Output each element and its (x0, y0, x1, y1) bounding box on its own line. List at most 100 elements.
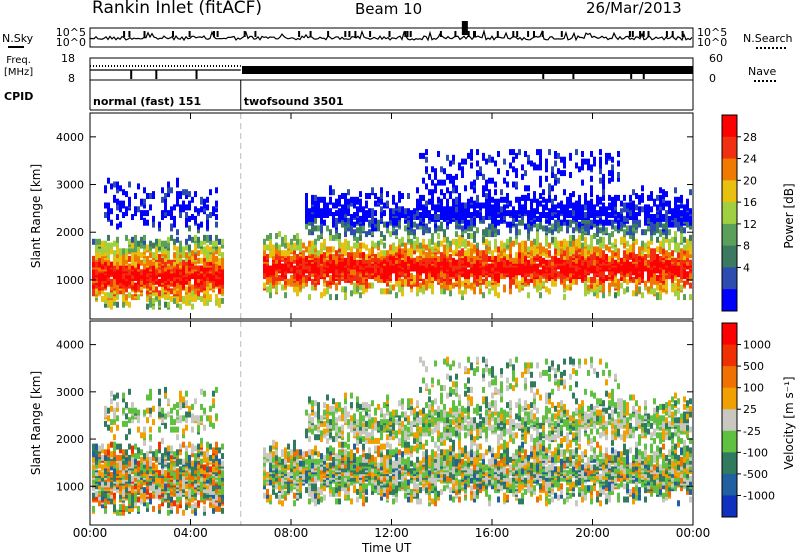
range-gate (113, 451, 116, 457)
range-gate (581, 267, 584, 273)
range-gate (653, 248, 656, 254)
range-gate (527, 246, 530, 252)
range-gate (530, 199, 533, 205)
range-gate (434, 183, 437, 189)
range-gate (425, 252, 428, 258)
range-gate (599, 168, 602, 174)
range-gate (143, 187, 146, 193)
range-gate (161, 453, 164, 459)
range-gate (686, 252, 689, 258)
range-gate (635, 204, 638, 210)
range-gate (593, 246, 596, 252)
range-gate (689, 208, 692, 214)
range-gate (554, 237, 557, 243)
colorbar-tick-label: 4 (743, 261, 750, 274)
range-gate (377, 269, 380, 275)
range-gate (473, 180, 476, 186)
range-gate (665, 229, 668, 235)
range-gate (653, 199, 656, 205)
noise-spike (244, 31, 246, 37)
range-gate (197, 250, 200, 256)
range-gate (221, 252, 224, 258)
range-gate (194, 216, 197, 222)
range-gate (575, 163, 578, 169)
range-gate (116, 199, 119, 205)
range-gate (119, 455, 122, 461)
range-gate (107, 425, 110, 431)
range-gate (152, 419, 155, 425)
range-gate (380, 267, 383, 273)
range-gate (164, 204, 167, 210)
range-gate (608, 170, 611, 176)
range-gate (344, 245, 347, 251)
range-gate (632, 277, 635, 283)
range-gate (437, 241, 440, 247)
range-gate (107, 210, 110, 216)
range-gate (209, 283, 212, 289)
range-gate (380, 206, 383, 212)
range-gate (221, 262, 224, 268)
range-gate (263, 256, 266, 262)
range-gate (479, 250, 482, 256)
range-gate (134, 241, 137, 247)
range-gate (137, 410, 140, 416)
range-gate (344, 294, 347, 300)
range-gate (131, 243, 134, 249)
range-gate (173, 204, 176, 210)
range-gate (119, 185, 122, 191)
range-gate (350, 269, 353, 275)
range-gate (467, 220, 470, 226)
range-gate (98, 446, 101, 452)
range-gate (134, 206, 137, 212)
range-gate (656, 260, 659, 266)
range-gate (656, 267, 659, 273)
range-gate (317, 235, 320, 241)
range-gate (341, 286, 344, 292)
range-gate (464, 185, 467, 191)
range-gate (206, 235, 209, 241)
range-gate (494, 239, 497, 245)
range-gate (647, 195, 650, 201)
range-gate (290, 239, 293, 245)
range-gate (317, 212, 320, 218)
range-gate (419, 283, 422, 289)
range-gate (659, 248, 662, 254)
range-gate (512, 182, 515, 188)
range-gate (542, 225, 545, 231)
range-gate (509, 227, 512, 233)
range-gate (683, 245, 686, 251)
range-gate (494, 161, 497, 167)
range-gate (608, 195, 611, 201)
range-gate (116, 415, 119, 421)
range-gate (497, 168, 500, 174)
range-gate (314, 208, 317, 214)
range-gate (287, 250, 290, 256)
range-gate (161, 483, 164, 489)
range-gate (413, 275, 416, 281)
range-gate (596, 246, 599, 252)
range-gate (179, 212, 182, 218)
range-gate (116, 214, 119, 220)
range-gate (182, 283, 185, 289)
range-gate (116, 302, 119, 308)
range-gate (296, 239, 299, 245)
range-gate (488, 195, 491, 201)
range-gate (680, 264, 683, 270)
range-gate (134, 246, 137, 252)
range-gate (503, 204, 506, 210)
range-gate (587, 212, 590, 218)
range-gate (395, 203, 398, 209)
range-gate (506, 222, 509, 228)
range-gate (446, 204, 449, 210)
range-gate (617, 195, 620, 201)
range-gate (533, 239, 536, 245)
range-gate (110, 406, 113, 412)
range-gate (503, 210, 506, 216)
range-gate (326, 225, 329, 231)
freq-band (242, 66, 693, 74)
range-gate (599, 285, 602, 291)
range-gate (401, 260, 404, 266)
range-gate (521, 220, 524, 226)
range-gate (122, 189, 125, 195)
